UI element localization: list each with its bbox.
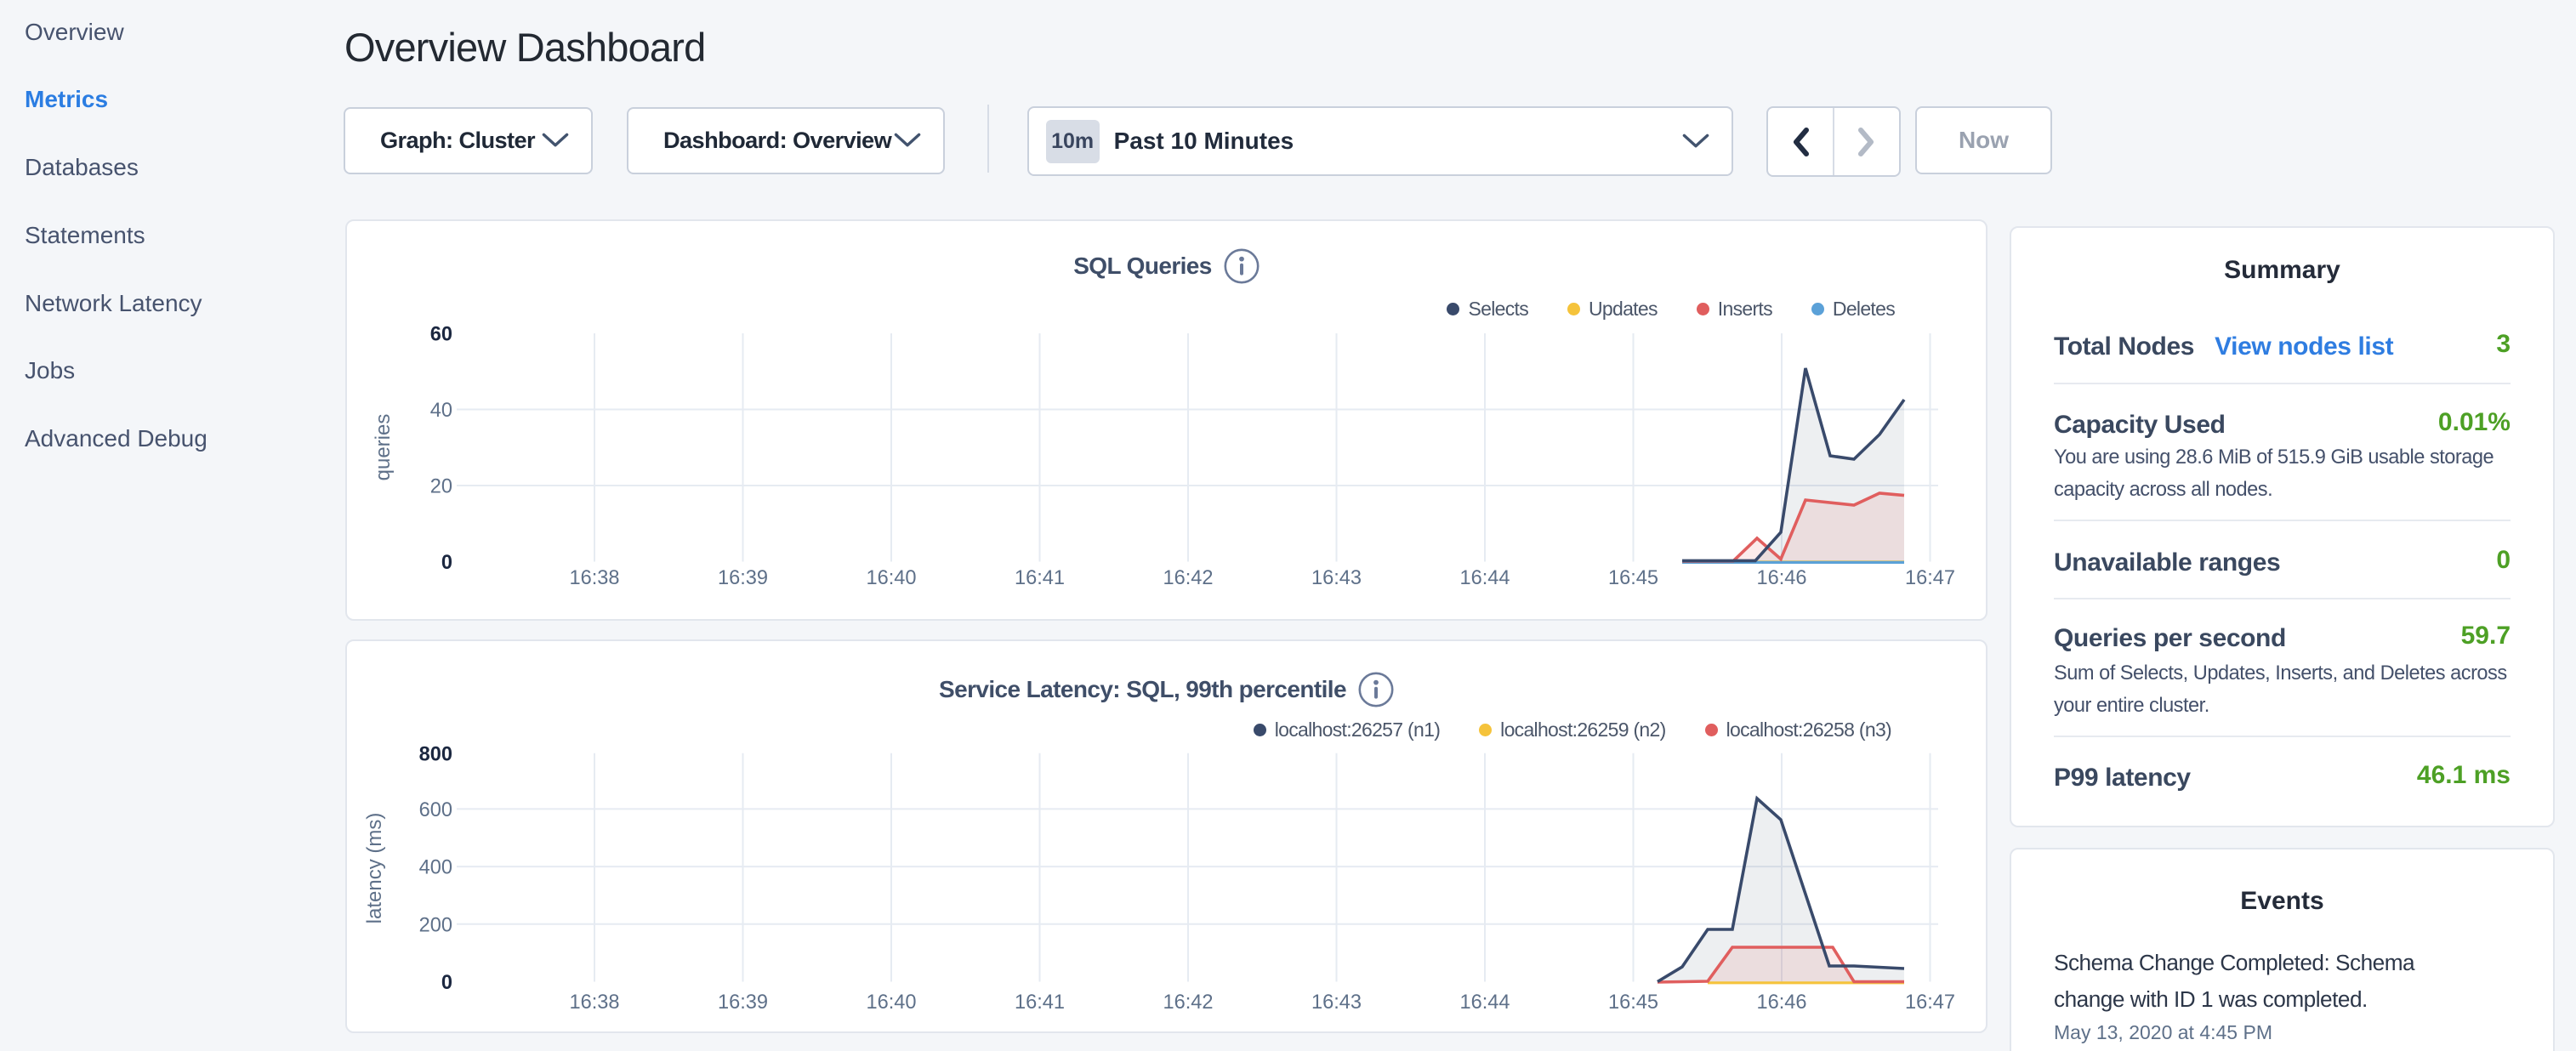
svg-text:16:42: 16:42 [1163,567,1213,589]
svg-text:0: 0 [441,552,452,574]
svg-text:16:43: 16:43 [1311,991,1362,1014]
svg-text:16:46: 16:46 [1756,991,1806,1014]
svg-text:20: 20 [430,476,452,498]
svg-text:200: 200 [419,914,452,936]
svg-text:16:40: 16:40 [866,567,916,589]
svg-text:40: 40 [430,400,452,422]
svg-text:16:38: 16:38 [569,991,619,1014]
svg-text:queries: queries [372,414,395,481]
svg-text:16:38: 16:38 [569,567,619,589]
svg-text:16:39: 16:39 [718,991,768,1014]
svg-text:400: 400 [419,857,452,879]
svg-text:60: 60 [430,324,452,346]
svg-text:800: 800 [419,743,452,765]
svg-text:16:41: 16:41 [1015,567,1065,589]
svg-text:0: 0 [441,972,452,994]
svg-text:16:44: 16:44 [1459,991,1510,1014]
svg-text:16:47: 16:47 [1905,991,1955,1014]
svg-text:16:42: 16:42 [1163,991,1213,1014]
svg-text:16:43: 16:43 [1311,567,1362,589]
svg-text:16:46: 16:46 [1756,567,1806,589]
svg-text:16:39: 16:39 [718,567,768,589]
svg-text:16:45: 16:45 [1608,991,1658,1014]
svg-text:16:41: 16:41 [1015,991,1065,1014]
svg-text:16:47: 16:47 [1905,567,1955,589]
svg-text:16:44: 16:44 [1459,567,1510,589]
svg-text:16:40: 16:40 [866,991,916,1014]
svg-text:600: 600 [419,799,452,821]
svg-text:16:45: 16:45 [1608,567,1658,589]
svg-text:latency (ms): latency (ms) [363,813,386,924]
